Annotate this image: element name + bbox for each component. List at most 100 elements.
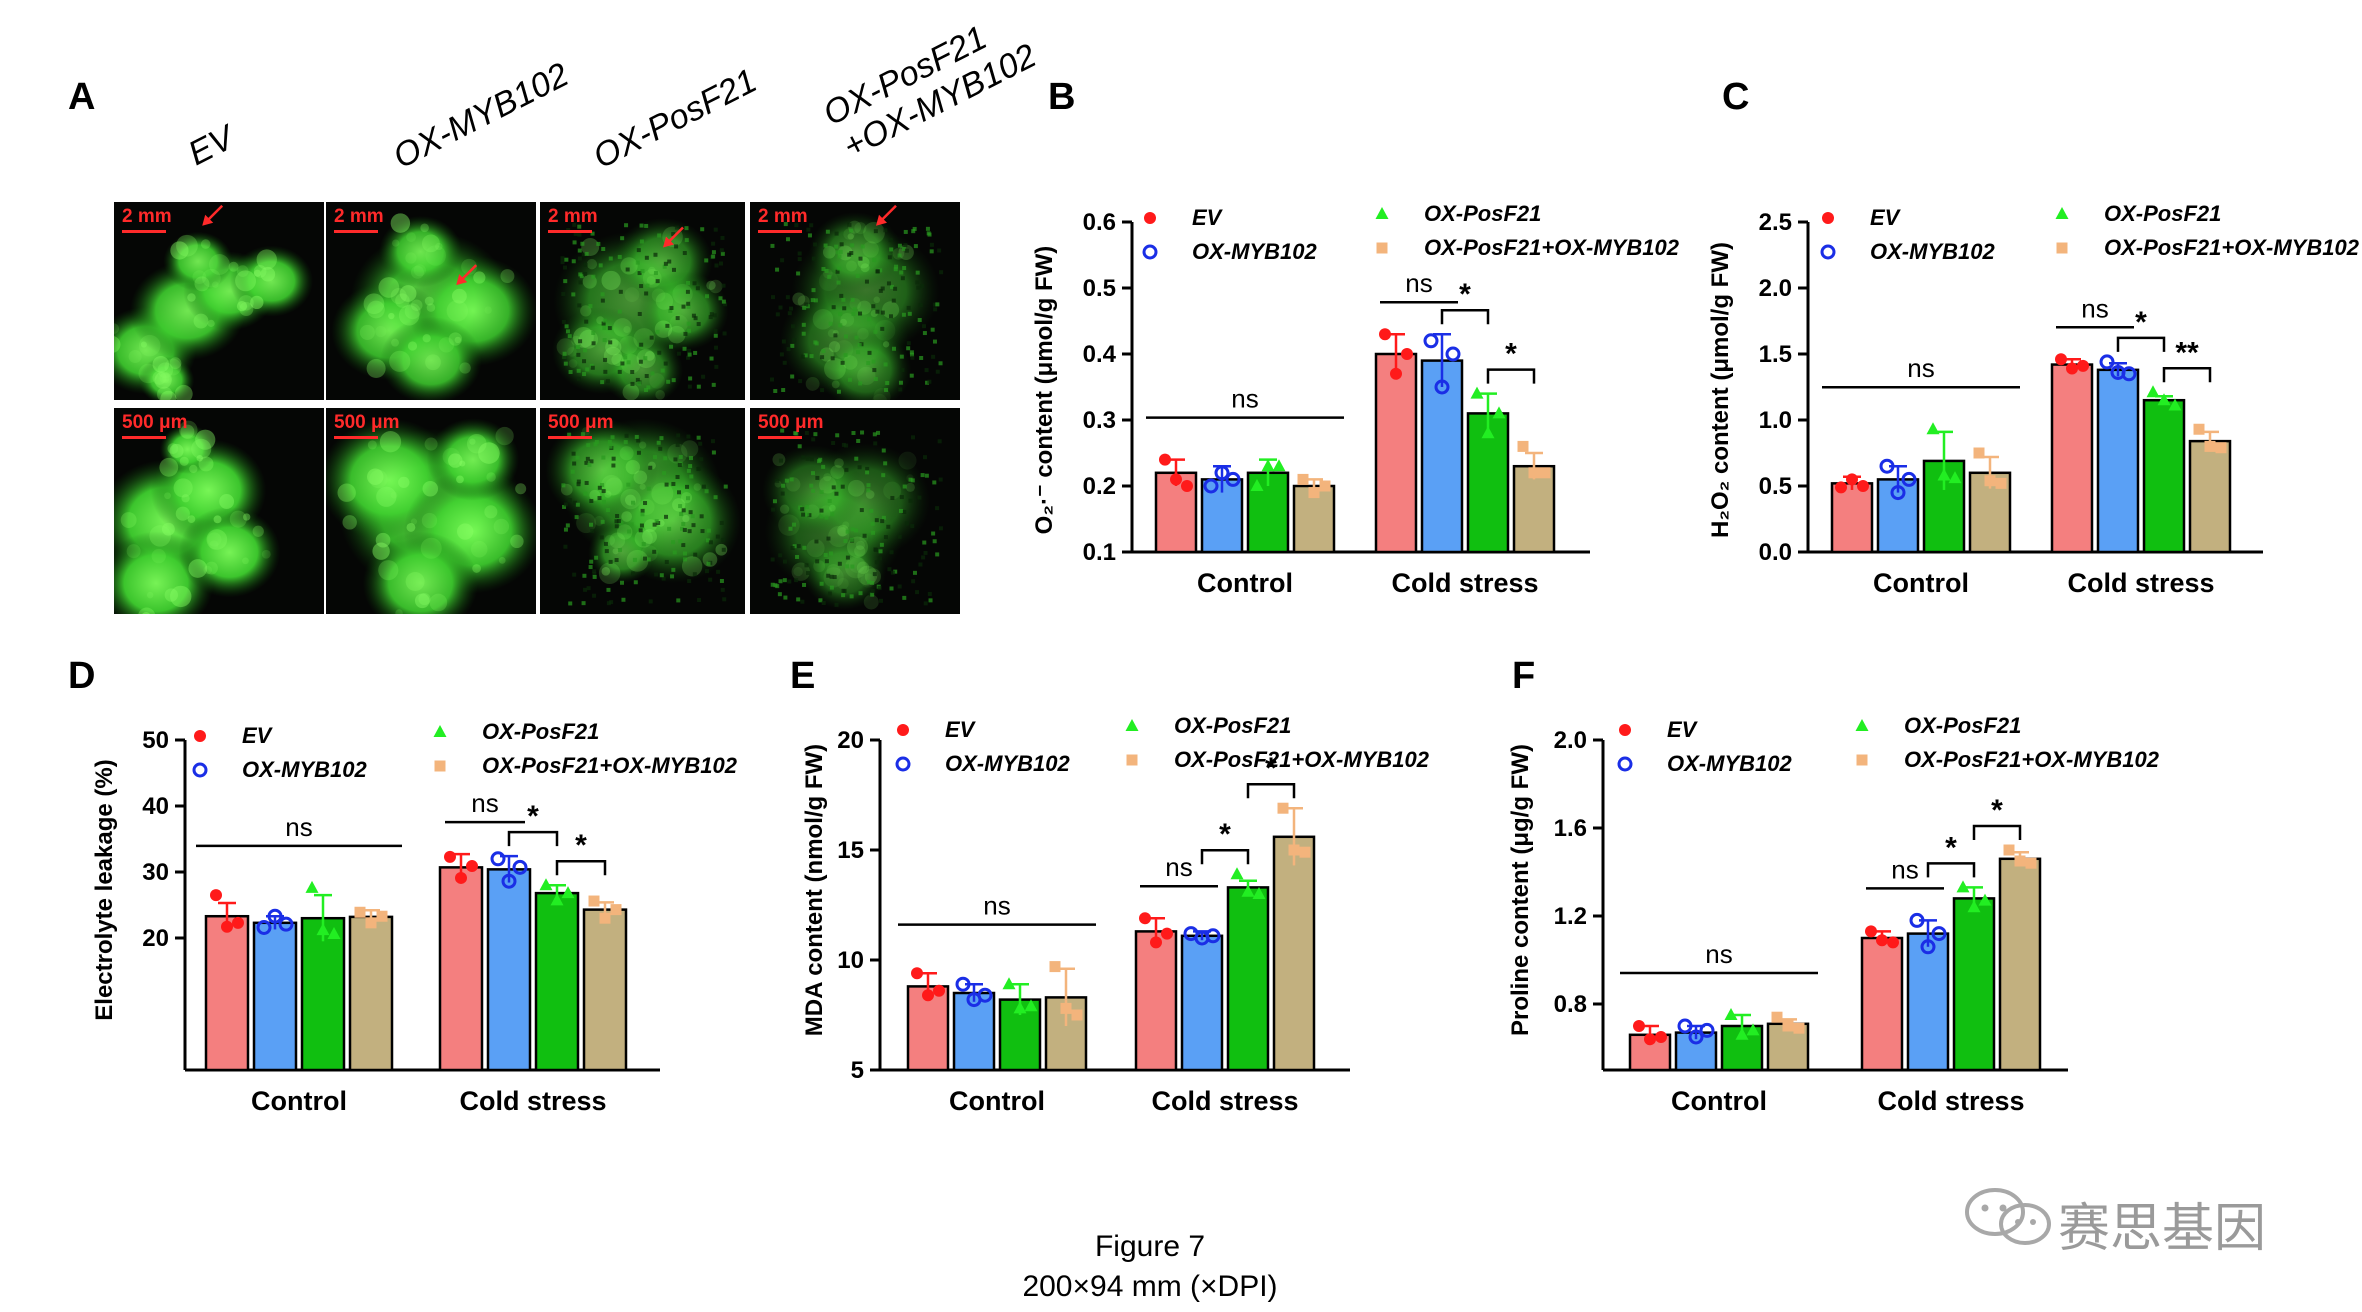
chart-e-data-point — [1013, 1001, 1027, 1014]
chart-b-legend-label: OX-MYB102 — [1192, 239, 1317, 264]
chart-b-data-point — [1470, 386, 1484, 399]
chart-c-category-label: Cold stress — [2067, 568, 2214, 598]
chart-e-bar — [1226, 886, 1270, 1072]
chart-d-bar — [348, 915, 394, 1072]
chart-c-data-point — [1937, 468, 1951, 481]
micrograph-combo-closeup: 500 μm — [750, 408, 960, 614]
chart-f-legend-marker — [1619, 724, 1631, 736]
chart-b-legend-label: EV — [1192, 205, 1224, 230]
chart-b-significance-bracket — [1440, 308, 1490, 325]
figure-caption-size: 200×94 mm (×DPI) — [1022, 1270, 1278, 1303]
chart-b-legend-marker — [1144, 212, 1156, 224]
chart-e-data-point — [1071, 1009, 1083, 1021]
chart-e-data-point — [933, 984, 945, 997]
chart-c-data-point — [1926, 422, 1940, 435]
red-arrow-icon — [202, 204, 224, 226]
chart-c-data-point — [2077, 359, 2089, 372]
chart-d-y-tick-label: 20 — [142, 925, 169, 952]
chart-c-category-label: Control — [1873, 568, 1969, 598]
chart-b-legend-marker — [1375, 207, 1389, 219]
micrograph-ev-overview: 2 mm — [114, 202, 324, 400]
scale-bar-label: 2 mm — [122, 206, 172, 227]
chart-e-significance-label: ns — [1165, 852, 1192, 882]
chart-e-significance-bracket — [1200, 848, 1250, 865]
chart-d-bar — [252, 921, 298, 1072]
chart-e-y-tick-label: 15 — [837, 837, 864, 864]
chart-b-legend-marker — [1142, 244, 1158, 260]
chart-b-y-tick-label: 0.5 — [1083, 275, 1116, 302]
red-arrow-icon — [876, 204, 897, 226]
chart-e-category-label: Cold stress — [1151, 1086, 1298, 1116]
chart-c-data-point — [1857, 480, 1869, 492]
chart-f-data-point — [1633, 1020, 1645, 1032]
chart-b-data-point — [1445, 346, 1461, 362]
chart-c-data-point — [1890, 485, 1906, 501]
panel-label-e: E — [790, 655, 816, 697]
scale-bar — [122, 436, 166, 439]
chart-b-data-point — [1539, 467, 1551, 479]
chart-f-data-point — [1782, 1020, 1794, 1032]
chart-b-bar — [1292, 484, 1336, 554]
chart-d-legend-label: OX-PosF21+OX-MYB102 — [482, 753, 738, 778]
chart-f-data-point — [1967, 900, 1981, 913]
chart-e-y-tick-label: 10 — [837, 947, 864, 974]
chart-c-data-point — [1879, 458, 1895, 474]
scale-bar — [334, 230, 378, 233]
chart-c-data-point — [2055, 353, 2067, 366]
chart-d-data-point — [455, 871, 467, 884]
chart-d-legend-marker — [434, 760, 446, 772]
chart-e-legend-marker — [1125, 719, 1139, 731]
chart-f-bar — [1998, 857, 2042, 1072]
scale-bar — [548, 436, 592, 439]
chart-b-y-tick-label: 0.3 — [1083, 407, 1116, 434]
chart-c-y-tick-label: 0.5 — [1759, 473, 1792, 500]
chart-f-data-point — [1677, 1018, 1693, 1034]
chart-c-y-tick-label: 2.0 — [1759, 275, 1792, 302]
chart-d-significance-bracket — [555, 859, 607, 876]
chart-f-data-point — [1876, 934, 1888, 947]
chart-f-legend-label: OX-MYB102 — [1667, 751, 1792, 776]
chart-e-legend-label: OX-PosF21 — [1174, 713, 1291, 738]
chart-c-y-axis-label: H₂O₂ content (μmol/g FW) — [1707, 242, 1734, 538]
panel-label-c: C — [1722, 76, 1750, 118]
chart-d-data-point — [490, 851, 506, 867]
chart-d-y-axis-label: Electrolyte leakage (%) — [91, 759, 118, 1020]
chart-c-bar — [1830, 482, 1874, 554]
chart-f-data-point — [1956, 880, 1970, 893]
chart-d-data-point — [221, 920, 233, 933]
chart-b-data-point — [1225, 471, 1241, 487]
chart-d-legend-label: EV — [242, 723, 274, 748]
chart-d-data-point — [256, 919, 272, 935]
chart-c-significance-bracket — [2116, 336, 2166, 352]
chart-f-significance-label: * — [1945, 831, 1957, 864]
chart-e-data-point — [1139, 912, 1151, 925]
chart-d-y-tick-label: 50 — [142, 727, 169, 754]
chart-b-y-tick-label: 0.1 — [1083, 539, 1116, 566]
chart-b-data-point — [1517, 440, 1529, 452]
chart-b-data-point — [1159, 453, 1171, 466]
chart-f-data-point — [2014, 855, 2026, 867]
chart-e-data-point — [1002, 977, 1016, 990]
micrograph-posf21-closeup: 500 μm — [540, 408, 745, 614]
chart-d-data-point — [376, 910, 388, 922]
chart-c-bar — [2142, 398, 2186, 554]
chart-c-data-point — [1846, 473, 1858, 486]
chart-d-bar — [438, 866, 484, 1072]
scale-bar — [122, 230, 166, 233]
chart-f-significance-label: * — [1991, 794, 2003, 827]
chart-e-y-axis-label: MDA content (nmol/g FW) — [801, 744, 828, 1036]
chart-d-data-point — [466, 860, 478, 873]
chart-c-legend-marker — [2055, 207, 2069, 219]
chart-c-data-point — [1995, 477, 2007, 489]
chart-d-category-label: Cold stress — [459, 1086, 606, 1116]
chart-c-significance-label: ns — [2081, 293, 2108, 323]
chart-d-data-point — [278, 916, 294, 932]
chart-e-category-label: Control — [949, 1086, 1045, 1116]
micrograph-ev-closeup: 500 μm — [114, 408, 324, 614]
chart-f-data-point — [1865, 925, 1877, 938]
chart-e-data-point — [1049, 961, 1061, 973]
chart-d-data-point — [267, 908, 283, 924]
scale-bar-label: 500 μm — [758, 412, 824, 433]
chart-f-category-label: Control — [1671, 1086, 1767, 1116]
chart-d-data-point — [305, 880, 319, 893]
